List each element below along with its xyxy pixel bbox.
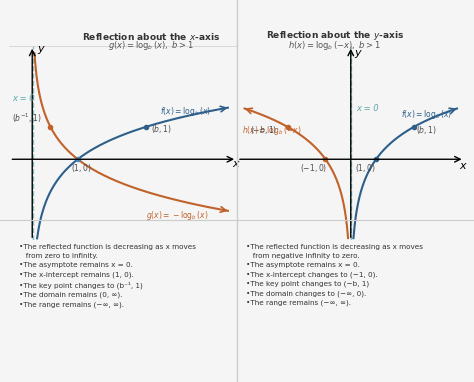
Text: $(1, 0)$: $(1, 0)$ [71, 162, 92, 173]
Text: •The reflected function is decreasing as x moves
   from negative infinity to ze: •The reflected function is decreasing as… [246, 244, 423, 306]
Text: Reflection about the $y$-axis: Reflection about the $y$-axis [266, 29, 404, 42]
Text: y: y [37, 44, 44, 54]
Text: x = 0: x = 0 [12, 94, 35, 103]
Text: $(b^{-1}, 1)$: $(b^{-1}, 1)$ [12, 112, 42, 125]
Text: $(b, 1)$: $(b, 1)$ [417, 124, 438, 136]
Text: $g(x) = \log_b(x),\ b > 1$: $g(x) = \log_b(x),\ b > 1$ [108, 39, 194, 52]
Text: $f(x) = \log_b(x)$: $f(x) = \log_b(x)$ [401, 108, 452, 121]
Text: x = 0: x = 0 [356, 104, 378, 113]
Text: $g(x) = -\log_b(x)$: $g(x) = -\log_b(x)$ [146, 209, 209, 222]
Text: $(1, 0)$: $(1, 0)$ [355, 162, 375, 173]
Text: $f(x) = \log_b(x)$: $f(x) = \log_b(x)$ [160, 105, 210, 118]
Text: $h(x) = \log_b(-x)$: $h(x) = \log_b(-x)$ [242, 124, 301, 138]
Text: x: x [232, 159, 239, 169]
Text: $(-1, 0)$: $(-1, 0)$ [300, 162, 328, 173]
Text: $(b, 1)$: $(b, 1)$ [151, 123, 172, 135]
Text: x: x [459, 161, 466, 171]
Text: Reflection about the $x$-axis: Reflection about the $x$-axis [82, 31, 220, 42]
Text: $(-b, 1)$: $(-b, 1)$ [250, 124, 277, 136]
Text: y: y [355, 48, 361, 58]
Text: $h(x) = \log_b(-x),\ b > 1$: $h(x) = \log_b(-x),\ b > 1$ [288, 39, 381, 52]
Text: •The reflected function is decreasing as x moves
   from zero to infinity.
•The : •The reflected function is decreasing as… [18, 244, 196, 308]
